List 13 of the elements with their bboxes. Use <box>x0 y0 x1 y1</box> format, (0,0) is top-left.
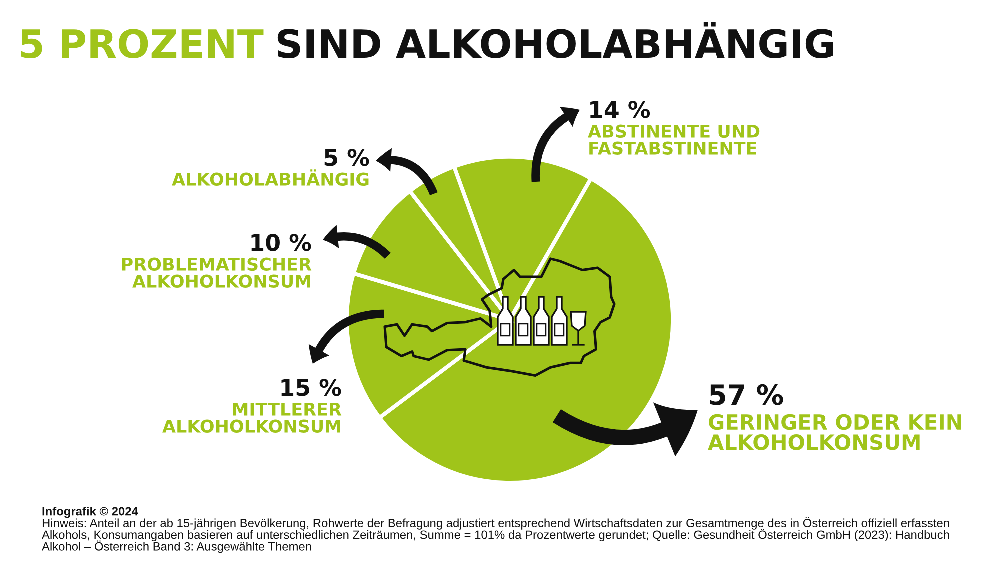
data-label: 10 % <box>252 234 312 252</box>
data-label: 5 % <box>324 148 370 166</box>
slice-label: MITTLERER ALKOHOLKONSUM <box>162 403 342 433</box>
chart-title: 5 PROZENT SIND ALKOHOLABHÄNGIG <box>21 22 834 59</box>
slice-label: GERINGER ODER KEIN ALKOHOLKONSUM <box>708 414 962 450</box>
slice-label: ALKOHOLABHÄNGIG <box>172 170 369 186</box>
text: Hinweis: Anteil an der ab 15-jährigen Bevölkerung, Rohwerte der Befragung adjustiert entsprechend Wirtschaftsdaten zur Gesamtmenge des in Österreich offiziell erfassten Alkohols, Konsumangaben basieren auf unterschiedlichen Zeiträumen, Summe = 101% da Prozentwerte gerundet; Quelle: Gesundheit Österreich GmbH (2023): Handbuch Alkohol – Österreich Band 3: Ausgewählte Themen <box>42 517 950 554</box>
data-label: 15 % <box>282 378 342 396</box>
data-label: 57 % <box>710 384 784 406</box>
text: Infografik © 2024 <box>42 506 138 518</box>
data-label: 14 % <box>590 100 650 118</box>
slice-label: ABSTINENTE UND FASTABSTINENTE <box>588 124 760 155</box>
slice-label: PROBLEMATISCHER ALKOHOLKONSUM <box>122 258 312 288</box>
